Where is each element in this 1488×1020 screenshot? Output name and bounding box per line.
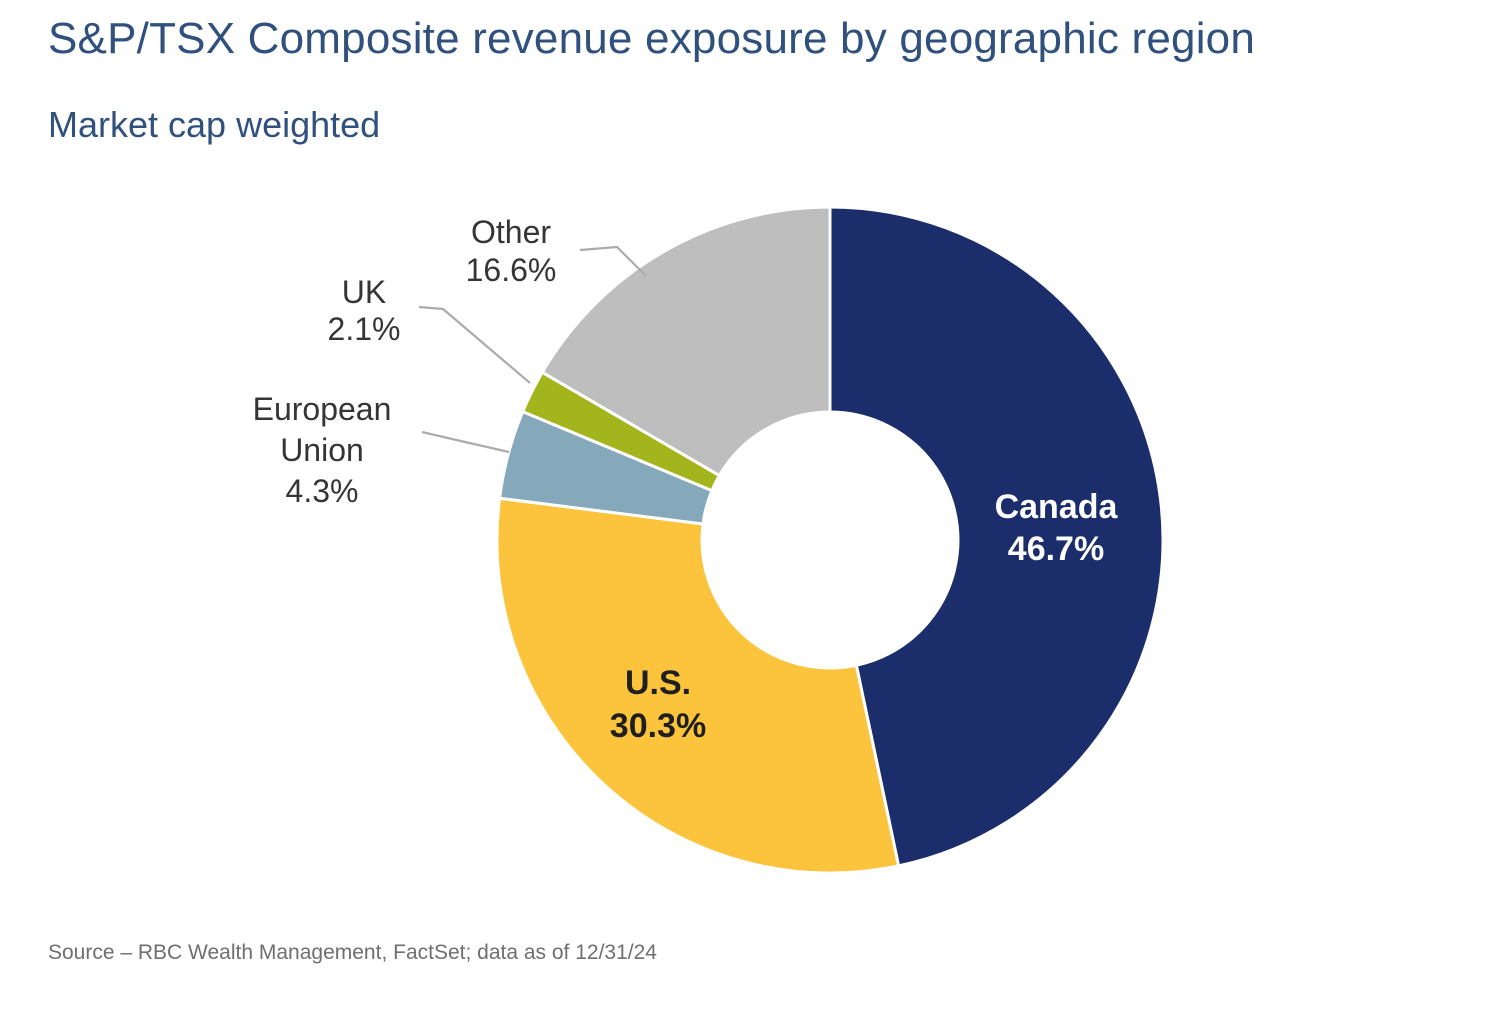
slice-label-canada-name: Canada [995,488,1119,526]
slice-label-other-name: Other [471,214,551,250]
page-title: S&P/TSX Composite revenue exposure by ge… [48,14,1256,63]
slice-label-canada-value: 46.7% [1008,530,1104,568]
slice-label-european-union-name: European [253,391,392,427]
leader-line-uk [418,305,531,384]
slice-label-u-s-name: U.S. [625,664,691,702]
leader-line-european-union [421,430,510,454]
donut-slice-u-s [495,496,901,875]
donut-slice-canada [828,205,1165,868]
slice-label-other-value: 16.6% [466,252,557,288]
slice-label-uk-name: UK [342,274,386,310]
leader-line-other [579,245,647,277]
donut-slice-other [540,205,832,478]
slice-label-uk-value: 2.1% [328,311,401,347]
slice-label-european-union-value: 4.3% [286,473,359,509]
source-note: Source – RBC Wealth Management, FactSet;… [48,941,657,964]
page-subtitle: Market cap weighted [48,104,381,145]
slice-label-european-union-name: Union [280,432,364,468]
slice-label-u-s-value: 30.3% [610,707,706,745]
